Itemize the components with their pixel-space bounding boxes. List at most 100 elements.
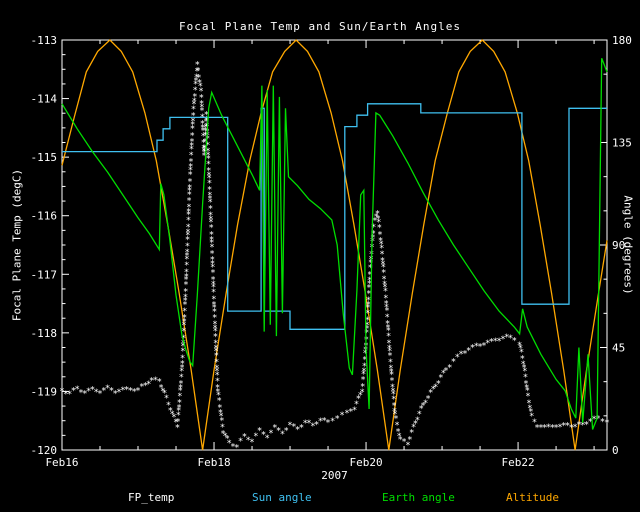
- svg-text:*: *: [392, 407, 397, 417]
- svg-text:*: *: [203, 118, 208, 128]
- svg-text:*: *: [600, 417, 605, 427]
- svg-text:*: *: [407, 436, 412, 446]
- svg-text:*: *: [191, 100, 196, 110]
- svg-text:*: *: [378, 240, 383, 250]
- svg-text:*: *: [352, 406, 357, 416]
- svg-text:*: *: [474, 342, 479, 352]
- svg-text:*: *: [394, 421, 399, 431]
- svg-text:*: *: [334, 414, 339, 424]
- svg-text:*: *: [206, 171, 211, 181]
- svg-text:*: *: [385, 319, 390, 329]
- svg-text:*: *: [213, 339, 218, 349]
- svg-text:*: *: [310, 422, 315, 432]
- svg-text:*: *: [373, 213, 378, 223]
- svg-text:*: *: [280, 430, 285, 440]
- svg-text:*: *: [436, 379, 441, 389]
- svg-text:*: *: [180, 354, 185, 364]
- svg-text:*: *: [218, 412, 223, 422]
- svg-text:*: *: [209, 230, 214, 240]
- svg-text:*: *: [379, 250, 384, 260]
- svg-text:*: *: [481, 341, 486, 351]
- svg-text:*: *: [242, 433, 247, 443]
- svg-text:*: *: [184, 272, 189, 282]
- svg-text:*: *: [384, 313, 389, 323]
- svg-text:*: *: [524, 384, 529, 394]
- svg-text:*: *: [189, 138, 194, 148]
- svg-text:*: *: [523, 380, 528, 390]
- svg-text:*: *: [367, 270, 372, 280]
- svg-text:*: *: [287, 421, 292, 431]
- svg-text:*: *: [97, 390, 102, 400]
- svg-text:*: *: [193, 80, 198, 90]
- svg-text:45: 45: [612, 342, 625, 355]
- svg-text:*: *: [211, 300, 216, 310]
- svg-text:*: *: [520, 355, 525, 365]
- legend-item-altitude: Altitude: [506, 491, 559, 504]
- svg-text:*: *: [63, 390, 68, 400]
- svg-text:*: *: [591, 415, 596, 425]
- svg-text:*: *: [207, 191, 212, 201]
- svg-text:*: *: [191, 105, 196, 115]
- svg-text:-117: -117: [31, 268, 58, 281]
- svg-text:*: *: [387, 351, 392, 361]
- svg-text:*: *: [365, 300, 370, 310]
- svg-text:*: *: [208, 204, 213, 214]
- svg-text:*: *: [521, 363, 526, 373]
- svg-text:*: *: [184, 255, 189, 265]
- svg-text:*: *: [522, 367, 527, 377]
- svg-text:*: *: [181, 339, 186, 349]
- svg-text:*: *: [542, 424, 547, 434]
- svg-text:*: *: [529, 412, 534, 422]
- svg-text:*: *: [93, 388, 98, 398]
- svg-text:*: *: [214, 358, 219, 368]
- svg-text:*: *: [532, 418, 537, 428]
- svg-text:*: *: [367, 276, 372, 286]
- svg-text:*: *: [179, 363, 184, 373]
- svg-text:*: *: [528, 408, 533, 418]
- svg-text:*: *: [149, 377, 154, 387]
- svg-text:*: *: [187, 177, 192, 187]
- svg-text:*: *: [176, 411, 181, 421]
- svg-text:*: *: [190, 121, 195, 131]
- svg-text:*: *: [166, 401, 171, 411]
- svg-text:*: *: [390, 383, 395, 393]
- svg-text:*: *: [299, 423, 304, 433]
- svg-text:*: *: [325, 418, 330, 428]
- svg-text:*: *: [360, 376, 365, 386]
- svg-text:*: *: [381, 263, 386, 273]
- svg-text:*: *: [362, 362, 367, 372]
- svg-text:*: *: [209, 243, 214, 253]
- svg-text:*: *: [139, 383, 144, 393]
- legend-item-fp-temp: FP_temp: [128, 491, 175, 504]
- svg-text:*: *: [162, 389, 167, 399]
- svg-text:*: *: [192, 86, 197, 96]
- svg-text:*: *: [177, 399, 182, 409]
- svg-text:*: *: [386, 327, 391, 337]
- svg-text:*: *: [409, 429, 414, 439]
- svg-text:*: *: [202, 137, 207, 147]
- svg-text:*: *: [185, 242, 190, 252]
- svg-text:*: *: [371, 223, 376, 233]
- svg-text:*: *: [295, 426, 300, 436]
- svg-text:*: *: [210, 259, 215, 269]
- svg-text:*: *: [211, 288, 216, 298]
- svg-text:*: *: [205, 151, 210, 161]
- svg-text:*: *: [525, 392, 530, 402]
- svg-text:*: *: [381, 275, 386, 285]
- svg-text:*: *: [128, 387, 133, 397]
- svg-text:*: *: [183, 275, 188, 285]
- svg-text:*: *: [176, 407, 181, 417]
- svg-text:*: *: [588, 418, 593, 428]
- chart-title: Focal Plane Temp and Sun/Earth Angles: [178, 20, 462, 33]
- svg-text:*: *: [389, 376, 394, 386]
- svg-text:*: *: [201, 147, 206, 157]
- svg-text:*: *: [157, 378, 162, 388]
- svg-text:*: *: [361, 367, 366, 377]
- svg-text:*: *: [164, 394, 169, 404]
- svg-text:*: *: [386, 339, 391, 349]
- svg-text:-116: -116: [31, 210, 58, 223]
- svg-text:*: *: [188, 151, 193, 161]
- svg-text:*: *: [420, 401, 425, 411]
- svg-text:*: *: [584, 421, 589, 431]
- svg-text:*: *: [362, 349, 367, 359]
